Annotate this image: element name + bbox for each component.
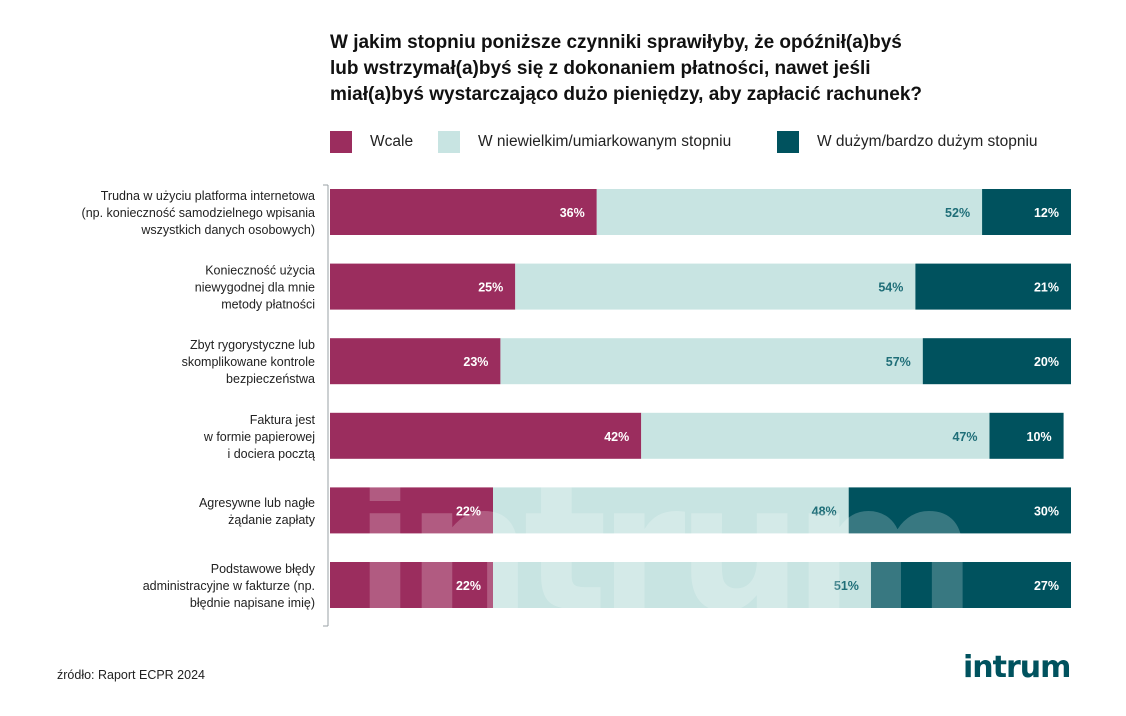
chart-title-line-1: W jakim stopniu poniższe czynniki sprawi… bbox=[330, 32, 902, 53]
bar-segment-r6-s1 bbox=[330, 562, 494, 608]
bar-segment-r2-s2 bbox=[515, 263, 916, 310]
bar-label-r2-s1: 25% bbox=[478, 281, 503, 295]
bar-label-r3-s1: 23% bbox=[463, 355, 488, 369]
bar-label-r3-s2: 57% bbox=[886, 355, 911, 369]
category-label-r2-line1: Konieczność użycia bbox=[205, 264, 315, 278]
bar-label-r4-s2: 47% bbox=[952, 430, 977, 444]
bar-label-r1-s3: 12% bbox=[1034, 206, 1059, 220]
legend-swatch-high bbox=[777, 131, 799, 153]
bar-label-r4-s3: 10% bbox=[1027, 430, 1052, 444]
legend-swatch-moderate bbox=[438, 131, 460, 153]
category-label-r5-line2: żądanie zapłaty bbox=[228, 513, 316, 527]
bar-segment-r5-s3 bbox=[848, 487, 1071, 534]
bar-segment-r3-s2 bbox=[500, 338, 923, 385]
bar-segment-r2-s3 bbox=[915, 263, 1071, 310]
category-label-r5-line1: Agresywne lub nagłe bbox=[199, 496, 315, 510]
bar-label-r2-s3: 21% bbox=[1034, 281, 1059, 295]
category-label-r6-line1: Podstawowe błędy bbox=[211, 562, 316, 576]
category-label-r6-line3: błędnie napisane imię) bbox=[190, 596, 315, 610]
bar-segment-r6-s2 bbox=[493, 562, 871, 608]
legend-label-high: W dużym/bardzo dużym stopniu bbox=[817, 133, 1038, 150]
bar-label-r1-s2: 52% bbox=[945, 206, 970, 220]
legend-label-wcale: Wcale bbox=[370, 133, 414, 150]
bar-label-r3-s3: 20% bbox=[1034, 355, 1059, 369]
bar-segment-r1-s1 bbox=[330, 189, 597, 235]
chart-title: W jakim stopniu poniższe czynniki sprawi… bbox=[330, 30, 1030, 108]
category-label-r1-line3: wszystkich danych osobowych) bbox=[140, 223, 315, 237]
category-label-r1-line1: Trudna w użyciu platforma internetowa bbox=[101, 189, 315, 203]
intrum-logo: intrum bbox=[963, 650, 1071, 685]
bar-segment-r6-s3 bbox=[870, 562, 1071, 608]
bar-label-r1-s1: 36% bbox=[560, 206, 585, 220]
bar-segment-r5-s1 bbox=[330, 487, 494, 534]
category-label-r3-line3: bezpieczeństwa bbox=[226, 372, 315, 386]
category-label-r2-line2: niewygodnej dla mnie bbox=[195, 281, 315, 295]
bar-segment-r4-s3 bbox=[989, 412, 1064, 459]
bar-segment-r1-s2 bbox=[596, 189, 983, 235]
bar-label-r5-s1: 22% bbox=[456, 504, 481, 518]
category-label-r4-line3: i dociera pocztą bbox=[227, 447, 315, 461]
bar-label-r6-s1: 22% bbox=[456, 579, 481, 593]
bar-label-r2-s2: 54% bbox=[878, 281, 903, 295]
category-label-r4-line2: w formie papierowej bbox=[203, 430, 315, 444]
bar-segment-r1-s3 bbox=[982, 189, 1071, 235]
bar-segment-r5-s2 bbox=[493, 487, 849, 534]
category-label-r1-line2: (np. konieczność samodzielnego wpisania bbox=[82, 206, 316, 220]
bar-segment-r3-s1 bbox=[330, 338, 501, 385]
category-label-r3-line2: skomplikowane kontrole bbox=[182, 355, 315, 369]
legend-label-moderate: W niewielkim/umiarkowanym stopniu bbox=[478, 133, 732, 150]
y-axis-line bbox=[323, 184, 329, 627]
bar-segment-r2-s1 bbox=[330, 263, 516, 310]
legend-swatch-wcale bbox=[330, 131, 352, 153]
source-note: źródło: Raport ECPR 2024 bbox=[57, 668, 205, 682]
chart-title-line-2: lub wstrzymał(a)byś się z dokonaniem pła… bbox=[330, 58, 871, 79]
category-label-r4-line1: Faktura jest bbox=[250, 413, 316, 427]
bar-label-r5-s2: 48% bbox=[812, 504, 837, 518]
bar-label-r6-s3: 27% bbox=[1034, 579, 1059, 593]
bar-segment-r3-s3 bbox=[922, 338, 1071, 385]
chart-title-line-3: miał(a)byś wystarczająco dużo pieniędzy,… bbox=[330, 84, 923, 105]
bar-label-r4-s1: 42% bbox=[604, 430, 629, 444]
bar-segment-r4-s1 bbox=[330, 412, 642, 459]
bar-segment-r4-s2 bbox=[641, 412, 990, 459]
bar-label-r6-s2: 51% bbox=[834, 579, 859, 593]
category-label-r3-line1: Zbyt rygorystyczne lub bbox=[190, 338, 315, 352]
bar-label-r5-s3: 30% bbox=[1034, 504, 1059, 518]
category-label-r6-line2: administracyjne w fakturze (np. bbox=[143, 579, 315, 593]
category-label-r2-line3: metody płatności bbox=[221, 298, 315, 312]
